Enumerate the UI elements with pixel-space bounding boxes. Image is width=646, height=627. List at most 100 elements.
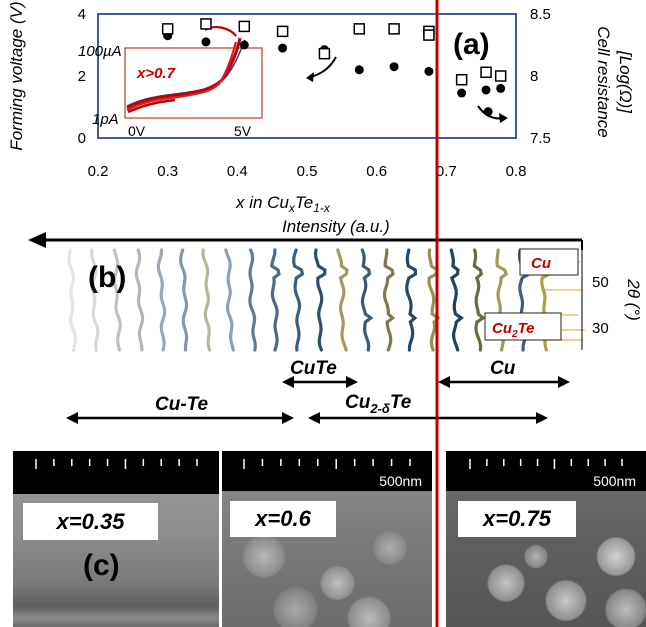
data-point-forming-voltage (278, 43, 288, 53)
plot-frame (97, 13, 517, 139)
panel-b-xrd: Intensity (a.u.) Cu Cu2Te 50 30 2θ (°) (… (28, 217, 643, 352)
sem-image-1: x=0.35 (c) (13, 451, 219, 627)
peak-label-cu: Cu (531, 255, 551, 272)
data-point-cell-resistance (161, 23, 174, 35)
trend-arrow-2-head (499, 113, 508, 123)
data-point-cell-resistance (388, 23, 400, 35)
xrd-trace (472, 248, 486, 352)
sem-image-3: 500nm x=0.75 (446, 451, 646, 627)
data-point-cell-resistance (276, 25, 289, 38)
xrd-trace (427, 248, 441, 352)
data-point-cell-resistance (455, 73, 468, 86)
x-tick-label: 0.2 (88, 163, 109, 180)
iv-curve-red-2 (126, 41, 238, 111)
y-right-tick-label: 8.5 (530, 6, 551, 23)
iv-curve-red (126, 37, 242, 110)
data-point-cell-resistance (353, 23, 365, 35)
inset-x-end: 5V (234, 123, 252, 139)
intensity-arrow-head (28, 232, 46, 248)
data-point-cell-resistance (318, 47, 331, 60)
x-tick-labels: 0.2 0.3 0.4 0.5 0.6 0.7 0.8 (88, 163, 527, 180)
scalebar-2: 500nm (222, 451, 432, 491)
scalebar-1 (13, 451, 219, 494)
panel-a-chart: 0.2 0.3 0.4 0.5 0.6 0.7 0.8 0 2 4 7.5 8 8.5 100µA … (7, 1, 635, 215)
series-cell-resistance (161, 18, 507, 86)
inset-x-start: 0V (128, 123, 146, 139)
data-point-cell-resistance (200, 18, 212, 30)
inset-bottom-label: 1pA (92, 111, 119, 128)
two-theta-tick-30: 30 (592, 320, 609, 337)
scalebar-3: 500nm (446, 451, 646, 491)
y-left-tick-label: 0 (78, 130, 86, 147)
peak-label-cu2te: Cu2Te (492, 320, 535, 340)
data-point-forming-voltage (389, 62, 399, 72)
y-right-tick-labels: 7.5 8 8.5 (530, 6, 551, 147)
series-forming-voltage (163, 31, 506, 117)
trend-arrow-1-head (306, 72, 314, 82)
sem-label-1: x=0.35 (23, 503, 158, 540)
data-point-forming-voltage (354, 65, 364, 75)
xrd-trace (313, 248, 327, 352)
scale-label-3: 500nm (593, 473, 636, 489)
x-tick-label: 0.6 (366, 163, 387, 180)
range-cute: CuTe (282, 358, 358, 388)
range-cu: Cu (438, 358, 570, 388)
x-tick-label: 0.7 (436, 163, 457, 180)
y-left-tick-labels: 0 2 4 (78, 6, 86, 147)
sem-label-2: x=0.6 (230, 501, 336, 537)
data-point-forming-voltage (201, 37, 211, 47)
y-right-tick-label: 8 (530, 68, 538, 85)
panel-a-label: (a) (453, 28, 490, 61)
data-point-cell-resistance (423, 29, 435, 41)
xrd-trace (382, 248, 396, 352)
xrd-trace (449, 248, 464, 352)
x-tick-label: 0.3 (157, 163, 178, 180)
sem-label-3: x=0.75 (458, 501, 576, 537)
scale-label-2: 500nm (379, 473, 422, 489)
iv-curve-red-3 (127, 98, 176, 114)
panel-c-label: (c) (83, 549, 120, 582)
xrd-trace (360, 248, 374, 352)
panel-b-label: (b) (88, 261, 126, 294)
xrd-trace (292, 248, 305, 352)
two-theta-tick-50: 50 (592, 274, 609, 291)
xrd-fade (60, 245, 290, 350)
x-axis-label: x in CuxTe1-x (235, 193, 331, 215)
peak-label-box-cu2te (484, 312, 562, 341)
y-left-tick-label: 4 (78, 6, 86, 23)
data-point-cell-resistance (494, 70, 507, 82)
data-point-forming-voltage (496, 83, 506, 93)
range-cu-te: Cu-Te (66, 394, 294, 424)
data-point-forming-voltage (424, 66, 434, 76)
range-cu2dte: Cu2-δTe (308, 392, 548, 424)
y-right-axis-label-1: Cell resistance (594, 26, 613, 138)
y-right-tick-label: 7.5 (530, 130, 551, 147)
inset-frame (124, 47, 263, 119)
peak-label-box-cu (519, 248, 579, 276)
inset-annotation: x>0.7 (136, 65, 176, 82)
xrd-trace (336, 248, 349, 352)
data-point-forming-voltage (481, 85, 491, 95)
y-left-tick-label: 2 (78, 68, 86, 85)
y-right-axis-label-2: [Log(Ω)] (616, 50, 635, 114)
phase-label-cute: CuTe (290, 358, 337, 379)
data-point-cell-resistance (480, 66, 492, 79)
phase-label-cu2dte: Cu2-δTe (345, 392, 412, 416)
phase-ranges: CuTe Cu Cu-Te Cu2-δTe (66, 358, 570, 424)
x-tick-label: 0.8 (506, 163, 527, 180)
inset-top-label: 100µA (78, 43, 122, 60)
phase-label-cu-te: Cu-Te (155, 394, 209, 415)
data-point-forming-voltage (457, 88, 467, 98)
intensity-label: Intensity (a.u.) (282, 217, 390, 236)
phase-label-cu: Cu (490, 358, 516, 379)
x-tick-label: 0.5 (297, 163, 318, 180)
iv-inset: 100µA 1pA 0V 5V x>0.7 (78, 26, 263, 139)
two-theta-axis-label: 2θ (°) (624, 278, 643, 321)
y-left-axis-label: Forming voltage (V) (7, 1, 26, 150)
x-tick-label: 0.4 (227, 163, 248, 180)
data-point-cell-resistance (238, 20, 251, 33)
xrd-trace (405, 248, 418, 352)
sem-image-2: 500nm x=0.6 (222, 451, 432, 627)
data-point-forming-voltage (239, 40, 249, 50)
